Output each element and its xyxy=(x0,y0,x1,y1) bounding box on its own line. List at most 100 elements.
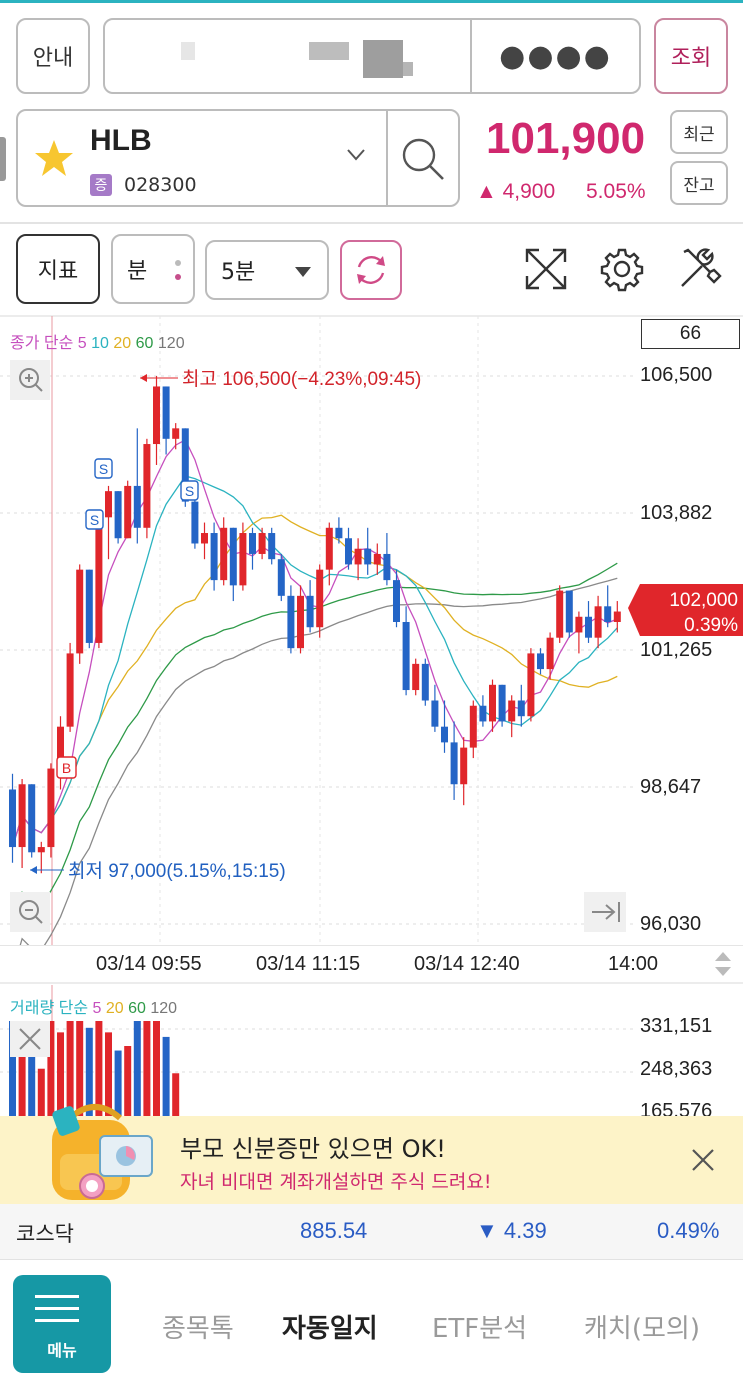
tools-icon[interactable] xyxy=(676,246,722,292)
ma-legend-120: 120 xyxy=(157,335,185,352)
volume-legend[interactable]: 거래량 단순 5 20 60 120 xyxy=(10,994,177,1018)
nav-item-auto-journal[interactable]: 자동일지 xyxy=(282,1314,378,1344)
ma-legend-10: 10 xyxy=(91,335,109,352)
candle xyxy=(172,423,180,450)
account-selector[interactable]: ●●●● xyxy=(103,18,641,94)
candle xyxy=(229,527,237,602)
close-icon[interactable] xyxy=(10,1021,50,1057)
svg-text:B: B xyxy=(62,760,71,776)
candle xyxy=(508,695,516,738)
nav-item-catch-mock[interactable]: 캐치(모의) xyxy=(584,1314,700,1344)
candle xyxy=(335,517,343,544)
volume-bar xyxy=(114,1050,122,1116)
volume-legend-20: 20 xyxy=(105,1000,124,1017)
current-price: 101,900 xyxy=(486,114,646,163)
guide-button[interactable]: 안내 xyxy=(16,18,90,94)
dot-icon xyxy=(175,274,181,280)
x-tick-label: 03/14 09:55 xyxy=(96,953,202,975)
refresh-button[interactable] xyxy=(340,240,402,300)
x-tick-label: 03/14 11:15 xyxy=(256,953,361,975)
expand-icon[interactable] xyxy=(523,246,569,292)
candle xyxy=(402,606,410,696)
volume-bar xyxy=(66,1021,74,1116)
zoom-out-icon[interactable] xyxy=(10,892,50,932)
balance-button[interactable]: 잔고 xyxy=(670,161,728,205)
y-tick-label: 101,265 xyxy=(640,639,713,661)
resize-handle-icon[interactable] xyxy=(713,950,733,978)
candles xyxy=(9,376,621,874)
candle xyxy=(220,517,228,586)
password-field[interactable]: ●●●● xyxy=(499,38,612,74)
candle xyxy=(143,438,151,539)
interval-select[interactable]: 5분 xyxy=(205,240,329,300)
ma-legend[interactable]: 종가 단순 5 10 20 60 120 xyxy=(10,329,185,353)
candle xyxy=(306,580,314,633)
menu-icon xyxy=(35,1307,79,1310)
divider xyxy=(386,111,388,205)
banner-subtitle: 자녀 비대면 계좌개설하면 주식 드려요! xyxy=(180,1171,492,1193)
candle-count-box[interactable]: 66 xyxy=(641,319,740,349)
buy-marker: B xyxy=(56,756,77,779)
minute-type-label: 분 xyxy=(127,259,148,284)
price-chart[interactable]: S S S B 최고 106,500(−4.23%,09:45) 최저 97,0… xyxy=(0,316,743,946)
masked-account-digit xyxy=(181,42,195,60)
menu-label: 메뉴 xyxy=(47,1341,77,1360)
candle xyxy=(268,527,276,565)
candle xyxy=(517,684,525,727)
star-icon[interactable] xyxy=(34,138,74,178)
volume-bar xyxy=(162,1036,170,1116)
chevron-down-icon[interactable] xyxy=(346,148,366,162)
account-number-field[interactable] xyxy=(105,20,472,92)
side-panel-handle[interactable] xyxy=(0,137,6,181)
ma-legend-5: 5 xyxy=(77,335,87,352)
volume-bar xyxy=(95,1021,103,1116)
indicator-button[interactable]: 지표 xyxy=(16,234,100,304)
volume-legend-60: 60 xyxy=(128,1000,146,1017)
candle xyxy=(393,569,400,628)
svg-text:0.39%: 0.39% xyxy=(684,615,738,636)
recent-button[interactable]: 최근 xyxy=(670,110,728,154)
volume-bar xyxy=(37,1068,45,1116)
candle xyxy=(124,480,132,539)
search-icon[interactable] xyxy=(400,136,446,182)
stock-selector[interactable] xyxy=(16,109,460,207)
index-value: 885.54 xyxy=(300,1218,368,1243)
nav-item-stock-talk[interactable]: 종목톡 xyxy=(162,1314,234,1344)
candle xyxy=(258,527,266,560)
minute-type-button[interactable]: 분 xyxy=(111,234,195,304)
zoom-in-icon[interactable] xyxy=(10,360,50,400)
x-tick-label: 14:00 xyxy=(608,953,659,975)
scroll-to-latest-icon[interactable] xyxy=(584,892,626,932)
market-index-row[interactable] xyxy=(0,1204,743,1260)
candle xyxy=(95,512,103,649)
candle xyxy=(594,595,602,649)
volume-chart[interactable] xyxy=(0,985,743,1116)
candle xyxy=(66,642,74,732)
candle xyxy=(498,684,506,727)
menu-icon xyxy=(35,1319,79,1322)
candle xyxy=(153,376,160,465)
svg-text:최고 106,500(−4.23%,09:45): 최고 106,500(−4.23%,09:45) xyxy=(182,368,421,390)
gear-icon[interactable] xyxy=(599,246,645,292)
y-tick-label: 106,500 xyxy=(640,364,713,386)
market-badge: 증 xyxy=(90,174,112,196)
ma-line-20 xyxy=(11,514,618,848)
refresh-icon xyxy=(357,256,385,284)
ma-legend-60: 60 xyxy=(135,335,154,352)
masked-account-digit xyxy=(403,62,413,76)
candle xyxy=(249,527,256,570)
candle xyxy=(585,601,592,643)
menu-button[interactable]: 메뉴 xyxy=(13,1275,111,1373)
volume-bar xyxy=(18,1021,26,1116)
ma-line-5 xyxy=(11,439,618,848)
price-change-percent: 5.05% xyxy=(586,180,646,203)
nav-item-etf-analysis[interactable]: ETF분석 xyxy=(432,1314,528,1344)
moving-average-lines xyxy=(11,439,618,946)
candle xyxy=(575,611,583,654)
close-icon[interactable] xyxy=(690,1147,716,1173)
banner-title: 부모 신분증만 있으면 OK! xyxy=(180,1135,446,1163)
ma-line-60 xyxy=(11,562,618,926)
query-button[interactable]: 조회 xyxy=(654,18,728,94)
candle xyxy=(345,527,352,570)
candle xyxy=(412,658,420,696)
